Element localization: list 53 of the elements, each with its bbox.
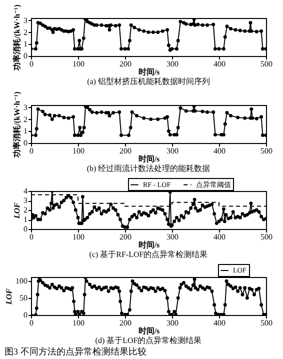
y-tick-label: 0 [24, 138, 28, 148]
y-axis-title: LOF [12, 202, 22, 220]
y-tick-label: 3 [24, 102, 28, 112]
x-tick-label: 400 [214, 146, 226, 156]
x-axis-title: 时间/s [138, 326, 160, 336]
y-axis-title: 功率消耗/(kW·h⁻¹) [12, 91, 22, 158]
x-tick-label: 300 [166, 232, 178, 242]
x-axis-title: 时间/s [138, 240, 160, 250]
y-tick-label: 2 [24, 206, 28, 214]
x-tick-label: 0 [30, 146, 34, 156]
x-tick-label: 500 [260, 318, 272, 328]
x-tick-label: 400 [214, 232, 226, 242]
y-tick-label: 2 [24, 114, 28, 124]
x-tick-label: 500 [260, 232, 272, 242]
y-tick-label: 50 [20, 294, 28, 303]
y-tick-label: 3 [24, 16, 28, 25]
x-tick-label: 300 [166, 60, 178, 68]
x-axis-title: 时间/s [138, 68, 160, 76]
text: (c) 基于RF-LOF的点异常检测结果 [89, 250, 208, 259]
x-tick-label: 0 [30, 318, 34, 328]
x-tick-label: 200 [120, 60, 132, 68]
y-tick-label: 0 [24, 52, 28, 60]
y-axis-title: LOF [4, 288, 14, 306]
x-tick-label: 300 [166, 146, 178, 156]
y-tick-label: 4 [24, 186, 28, 196]
x-tick-label: 100 [72, 146, 84, 156]
y-tick-label: 1 [24, 215, 28, 224]
text: (d) 基于LOF的点异常检测结果 [95, 336, 202, 345]
y-tick-label: 1 [24, 126, 28, 136]
y-tick-label: 100 [16, 276, 28, 286]
y-axis-title: 功率消耗/(kW·h⁻¹) [12, 4, 22, 72]
y-tick-label: 0 [24, 224, 28, 234]
x-tick-label: 500 [260, 60, 272, 68]
text: (a) 铝型材挤压机能耗数据时间序列 [87, 77, 210, 86]
y-tick-label: 1 [24, 40, 28, 49]
x-axis-title: 时间/s [138, 154, 160, 164]
text: (b) 经过雨流计数法处理的能耗数据 [86, 164, 210, 173]
x-tick-label: 0 [30, 60, 34, 68]
caption: 图3 不同方法的点异常检测结果比较 [4, 346, 146, 356]
x-tick-label: 100 [72, 318, 84, 328]
x-tick-label: 500 [260, 146, 272, 156]
x-tick-label: 200 [120, 146, 132, 156]
x-tick-label: 400 [214, 60, 226, 68]
x-tick-label: 300 [166, 318, 178, 328]
x-tick-label: 200 [120, 232, 132, 242]
x-tick-label: 100 [72, 60, 84, 68]
x-tick-label: 0 [30, 232, 34, 242]
x-tick-label: 100 [72, 232, 84, 242]
y-tick-label: 0 [24, 310, 28, 320]
x-tick-label: 400 [214, 318, 226, 328]
y-tick-label: 2 [24, 28, 28, 37]
y-tick-label: 3 [24, 196, 28, 205]
x-tick-label: 200 [120, 318, 132, 328]
